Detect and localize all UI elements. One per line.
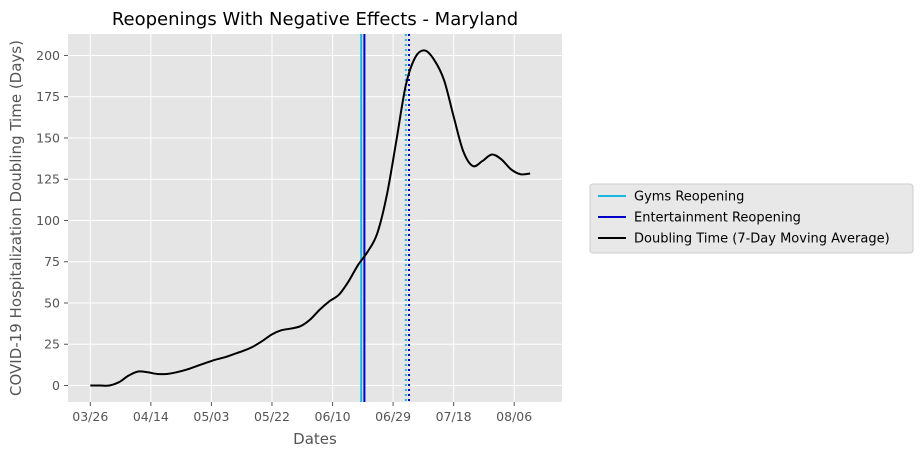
y-tick-label: 0 [52, 378, 60, 393]
x-tick-label: 06/29 [375, 409, 411, 424]
y-tick-label: 150 [36, 130, 60, 145]
plot-area [68, 34, 562, 402]
series-layer [90, 49, 531, 387]
y-tick-label: 175 [36, 89, 60, 104]
x-tick-label: 07/18 [436, 409, 472, 424]
x-tick-label: 08/06 [496, 409, 532, 424]
legend-label-entertainment: Entertainment Reopening [634, 211, 801, 226]
x-tick-label: 05/22 [254, 409, 290, 424]
y-tick-label: 75 [44, 254, 60, 269]
x-tick-label: 06/10 [315, 409, 351, 424]
grid-lines [68, 34, 562, 402]
x-tick-label: 05/03 [193, 409, 229, 424]
y-tick-label: 25 [44, 337, 60, 352]
doubling-time-line [90, 49, 531, 387]
y-tick-label: 50 [44, 295, 60, 310]
x-axis-label: Dates [293, 430, 337, 448]
y-tick-label: 125 [36, 172, 60, 187]
reopening-lines [360, 34, 411, 402]
y-axis-ticks: 0 25 50 75 100 125 150 175 200 [36, 48, 68, 393]
x-tick-label: 04/14 [133, 409, 169, 424]
y-tick-label: 100 [36, 213, 60, 228]
x-axis-ticks: 03/26 04/14 05/03 05/22 06/10 06/29 07/18 08/06 [72, 402, 532, 424]
chart-title: Reopenings With Negative Effects - Maryl… [112, 9, 518, 30]
y-axis-label: COVID-19 Hospitalization Doubling Time (… [7, 40, 25, 396]
legend: Gyms Reopening Entertainment Reopening D… [589, 183, 914, 254]
x-tick-label: 03/26 [72, 409, 108, 424]
legend-label-gyms: Gyms Reopening [634, 190, 744, 205]
y-tick-label: 200 [36, 48, 60, 63]
legend-label-doubling-time: Doubling Time (7-Day Moving Average) [634, 232, 890, 247]
legend-box [589, 183, 914, 254]
